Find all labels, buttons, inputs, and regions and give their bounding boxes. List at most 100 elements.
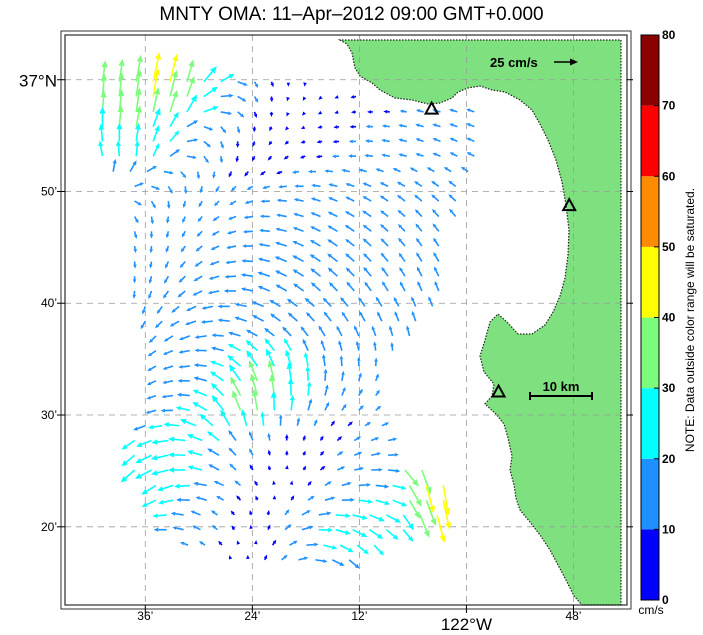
current-vector xyxy=(402,529,414,542)
vector-head xyxy=(134,219,139,224)
current-vector xyxy=(310,197,321,202)
vector-head xyxy=(384,422,390,426)
vector-shaft xyxy=(221,319,230,322)
current-vector xyxy=(224,274,237,279)
vector-shaft xyxy=(203,89,214,98)
vector-shaft xyxy=(400,255,406,262)
current-vector xyxy=(132,276,137,284)
current-vector xyxy=(177,378,190,383)
current-vector xyxy=(309,254,321,263)
current-vector xyxy=(135,87,142,113)
current-vector xyxy=(388,452,399,457)
vector-shaft xyxy=(165,394,174,398)
reference-vector-label: 25 cm/s xyxy=(490,55,538,70)
vector-head xyxy=(148,338,153,344)
vector-shaft xyxy=(271,542,275,546)
vector-shaft xyxy=(323,358,326,367)
current-vector xyxy=(276,170,283,175)
vector-head xyxy=(377,311,381,316)
vector-shaft xyxy=(149,409,157,413)
vector-head xyxy=(397,209,402,214)
vector-head xyxy=(320,339,325,345)
current-vector xyxy=(268,140,273,146)
current-vector xyxy=(292,227,304,233)
current-vector xyxy=(352,528,368,537)
vector-shaft xyxy=(323,544,333,549)
vector-shaft xyxy=(214,373,225,382)
vector-shaft xyxy=(180,275,186,281)
vector-head xyxy=(269,98,274,103)
current-vector xyxy=(358,168,367,173)
vector-shaft xyxy=(242,414,248,426)
scale-bar-label: 10 km xyxy=(543,379,580,394)
vector-shaft xyxy=(374,376,378,382)
vector-shaft xyxy=(252,379,259,396)
vector-shaft xyxy=(290,314,298,322)
vector-head xyxy=(431,194,436,199)
current-vector xyxy=(228,430,237,441)
vector-shaft xyxy=(220,111,229,115)
current-vector xyxy=(398,123,407,128)
vector-shaft xyxy=(287,140,289,143)
vector-head xyxy=(278,184,283,189)
current-vector xyxy=(186,305,197,311)
current-vector xyxy=(193,376,207,382)
current-vector xyxy=(208,464,220,471)
vector-shaft xyxy=(246,171,249,175)
current-vector xyxy=(358,405,364,411)
current-vector xyxy=(207,448,220,456)
vector-shaft xyxy=(373,544,382,553)
vector-head xyxy=(227,343,234,349)
vector-shaft xyxy=(193,511,201,516)
vector-shaft xyxy=(385,529,395,537)
current-vector xyxy=(163,335,174,342)
current-vector xyxy=(148,276,153,284)
vector-shaft xyxy=(382,197,389,202)
vector-shaft xyxy=(301,511,308,516)
vector-head xyxy=(333,125,338,129)
current-vector xyxy=(341,497,355,502)
vector-shaft xyxy=(436,514,444,537)
vector-head xyxy=(197,217,202,223)
vector-head xyxy=(332,139,337,144)
vector-shaft xyxy=(341,482,348,487)
current-vector xyxy=(286,82,291,87)
vector-head xyxy=(227,111,233,116)
y-tick-label: 50’ xyxy=(41,185,57,199)
vector-head xyxy=(310,226,315,230)
vector-shaft xyxy=(169,60,177,82)
vector-shaft xyxy=(183,216,187,220)
vector-head xyxy=(414,511,421,519)
vector-shaft xyxy=(229,245,237,249)
vector-shaft xyxy=(181,260,186,266)
current-vector xyxy=(235,141,240,148)
vector-head xyxy=(371,325,376,331)
vector-head xyxy=(186,307,191,311)
current-vector xyxy=(210,245,220,250)
vector-shaft xyxy=(261,272,271,277)
vector-head xyxy=(135,457,143,464)
vector-head xyxy=(208,276,214,280)
current-vector xyxy=(349,124,356,129)
vector-shaft xyxy=(435,269,440,277)
vector-head xyxy=(362,182,367,187)
vector-shaft xyxy=(419,110,424,113)
vector-head xyxy=(260,411,265,417)
vector-head xyxy=(364,153,369,158)
current-vector xyxy=(375,484,390,489)
current-vector xyxy=(308,169,316,174)
land-mass xyxy=(337,39,622,606)
vector-head xyxy=(251,301,257,306)
vector-head xyxy=(310,282,316,287)
vector-shaft xyxy=(385,125,390,128)
colorbar-tick-label: 20 xyxy=(662,452,676,466)
vector-head xyxy=(140,324,145,330)
vector-head xyxy=(118,58,125,67)
vector-shaft xyxy=(250,451,254,456)
current-vector xyxy=(211,395,225,411)
current-vector xyxy=(302,338,309,351)
vector-shaft xyxy=(343,314,349,322)
vector-head xyxy=(345,196,350,201)
vector-head xyxy=(286,112,290,117)
current-vector xyxy=(220,126,227,134)
